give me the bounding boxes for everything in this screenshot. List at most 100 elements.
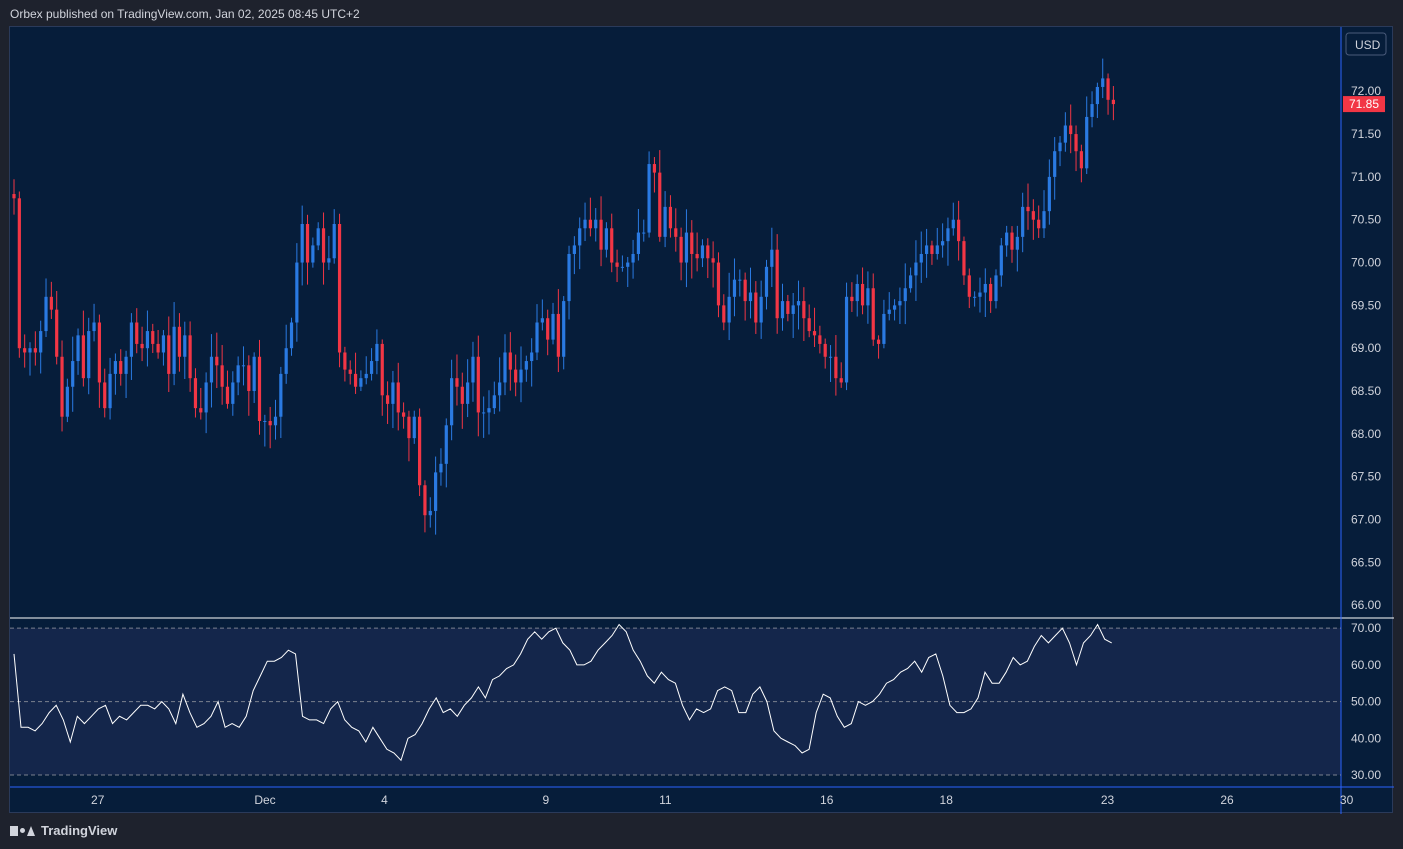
candle: [183, 321, 187, 379]
candle: [1026, 183, 1030, 230]
candle-body: [941, 241, 945, 246]
candle: [892, 299, 897, 321]
candle-body: [823, 343, 827, 357]
candle-body: [978, 292, 982, 297]
candle-body: [359, 378, 363, 387]
candle-body: [610, 228, 614, 263]
candle: [967, 268, 971, 309]
candle: [343, 346, 347, 382]
candle-body: [391, 382, 395, 404]
candle: [610, 213, 614, 273]
time-tick-label: 27: [91, 793, 105, 807]
candle-body: [588, 219, 592, 229]
candle-body: [690, 232, 694, 254]
candle-body: [748, 292, 753, 302]
candle-body: [161, 335, 166, 353]
candle-body: [957, 219, 961, 242]
candle: [796, 280, 801, 330]
candle: [199, 387, 203, 420]
candle: [1069, 104, 1073, 154]
candle-body: [257, 356, 262, 421]
candle-body: [780, 301, 785, 319]
candle-body: [599, 219, 603, 250]
candle-body: [716, 262, 721, 306]
candle: [919, 231, 923, 283]
time-tick-label: 4: [381, 793, 388, 807]
time-tick-label: 9: [542, 793, 549, 807]
candle: [391, 370, 395, 429]
candle-body: [567, 253, 571, 302]
candle: [514, 354, 518, 397]
candle: [1079, 144, 1083, 183]
candle-body: [145, 331, 150, 349]
candle: [305, 214, 310, 285]
candle: [925, 228, 929, 278]
candle-body: [188, 335, 192, 379]
time-tick-label: 11: [659, 793, 672, 807]
candle-body: [284, 348, 288, 374]
candle: [161, 330, 166, 366]
last-price-label: 71.85: [1349, 97, 1379, 111]
candle: [434, 456, 438, 535]
candle: [33, 331, 37, 366]
candle: [172, 302, 176, 386]
candle-body: [241, 365, 246, 367]
candle-body: [177, 326, 182, 357]
chart-frame[interactable]: 72.5072.0071.5071.0070.5070.0069.5069.00…: [9, 26, 1394, 814]
candle-body: [706, 245, 710, 259]
candle-body: [711, 258, 715, 263]
candle-body: [578, 228, 582, 246]
candle: [337, 213, 342, 368]
candle: [407, 410, 411, 462]
candle: [380, 339, 384, 416]
candle: [220, 345, 224, 405]
candle-body: [674, 228, 678, 237]
candle-body: [620, 266, 625, 268]
candle: [882, 299, 886, 349]
candle-body: [460, 386, 464, 404]
candle: [754, 281, 758, 334]
candle-body: [183, 335, 187, 357]
candle: [359, 370, 363, 392]
candle: [1101, 58, 1105, 99]
candle-body: [193, 378, 198, 409]
candle: [711, 241, 715, 288]
candle: [903, 263, 907, 325]
candle: [780, 283, 785, 331]
candle: [668, 195, 673, 238]
candle-body: [1090, 104, 1094, 117]
candle: [476, 335, 480, 437]
candle: [738, 269, 742, 297]
candle-body: [103, 382, 107, 409]
candle: [957, 200, 961, 261]
candle: [311, 237, 315, 268]
candle: [60, 340, 64, 432]
candle-body: [807, 318, 811, 332]
price-tick-label: 66.00: [1351, 598, 1381, 612]
candle: [332, 209, 336, 264]
candle-body: [642, 232, 646, 234]
candle-body: [369, 361, 374, 374]
candle: [562, 296, 566, 370]
candle: [428, 497, 432, 528]
candle: [823, 338, 827, 369]
candle: [401, 402, 406, 429]
candle-body: [738, 279, 742, 281]
price-tick-label: 71.00: [1351, 170, 1381, 184]
candle: [732, 258, 737, 317]
candle-body: [92, 322, 96, 332]
price-tick-label: 70.00: [1351, 256, 1381, 270]
candle-body: [279, 373, 283, 417]
candle-body: [935, 245, 939, 254]
candle: [92, 303, 96, 342]
candle: [1111, 86, 1115, 121]
candle: [818, 325, 822, 354]
candle: [855, 274, 859, 317]
candle: [807, 304, 811, 338]
candle: [369, 348, 374, 381]
candle: [604, 222, 608, 258]
price-chart-svg[interactable]: 72.5072.0071.5071.0070.5070.0069.5069.00…: [10, 27, 1394, 814]
candle-body: [764, 266, 769, 297]
candle-body: [818, 335, 822, 344]
candle: [39, 320, 43, 374]
